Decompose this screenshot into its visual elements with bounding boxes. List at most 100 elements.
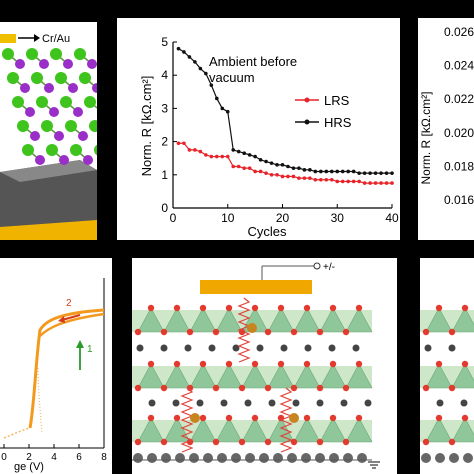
oxygen-atom <box>329 360 337 368</box>
oxygen-atom <box>290 384 298 392</box>
oxygen-atom <box>173 414 181 422</box>
lattice-schematic-panel-2 <box>420 258 474 474</box>
oxygen-atom <box>134 384 142 392</box>
data-point-hrs <box>286 164 290 169</box>
data-point-lrs <box>275 173 279 177</box>
data-point-hrs <box>225 109 230 114</box>
data-point-hrs <box>302 168 307 172</box>
data-point-lrs <box>373 181 378 185</box>
crystal-structure-illustration: Cr/Au <box>0 33 97 240</box>
data-point-lrs <box>253 169 257 174</box>
data-point-hrs <box>390 171 394 175</box>
octahedron <box>425 307 453 333</box>
oxygen-atom <box>461 304 469 312</box>
spring-link <box>237 297 251 363</box>
oxygen-atom <box>277 304 285 312</box>
data-point-hrs <box>198 66 203 71</box>
data-point-lrs <box>302 176 307 180</box>
iv-x-tick-label: 0 <box>1 452 7 463</box>
data-point-lrs <box>236 164 241 169</box>
water-molecule <box>232 344 240 352</box>
data-point-hrs <box>351 169 356 174</box>
water-molecule <box>148 399 156 407</box>
green-atom <box>7 72 19 84</box>
gold-top-electrode <box>0 34 16 43</box>
data-point-lrs <box>297 176 301 180</box>
oxygen-atom <box>422 438 430 446</box>
water-molecule <box>448 344 456 352</box>
data-point-lrs <box>193 148 197 152</box>
oxygen-atom <box>199 360 207 368</box>
purple-atom <box>73 107 83 117</box>
data-point-lrs <box>231 164 236 169</box>
data-point-hrs <box>275 163 279 167</box>
substrate-atom <box>133 453 143 463</box>
green-atom <box>79 72 91 84</box>
chart-annotation: Ambient before <box>209 54 297 69</box>
spring-link <box>180 387 194 453</box>
green-atom <box>22 144 34 156</box>
octahedron <box>425 417 453 443</box>
sweep-label-1: 1 <box>87 344 93 355</box>
oxygen-atom <box>329 304 337 312</box>
series-line-hrs <box>178 48 392 174</box>
substrate-atom <box>273 453 283 463</box>
water-molecule <box>292 399 300 407</box>
octahedron <box>293 417 321 443</box>
data-point-lrs <box>313 177 318 182</box>
green-atom <box>89 120 97 132</box>
oxygen-atom <box>303 360 311 368</box>
water-molecule <box>172 399 180 407</box>
secondary-y-tick-label: 0.024 <box>444 59 474 73</box>
purple-atom <box>54 131 64 141</box>
octahedron <box>451 307 474 333</box>
oxygen-atom <box>212 328 220 336</box>
octahedron <box>345 363 373 389</box>
x-tick-label: 20 <box>276 211 290 225</box>
oxygen-atom <box>251 360 259 368</box>
substrate-atom <box>259 453 269 463</box>
data-point-hrs <box>269 161 274 165</box>
data-point-lrs <box>225 154 230 159</box>
substrate-atom <box>435 453 445 463</box>
substrate-atom <box>245 453 255 463</box>
oxygen-atom <box>342 438 350 446</box>
iv-reset-curve <box>39 312 105 337</box>
mobile-ion <box>289 413 299 423</box>
oxygen-atom <box>329 414 337 422</box>
oxygen-atom <box>316 328 324 336</box>
purple-atom <box>20 83 30 93</box>
substrate-atom <box>231 453 241 463</box>
oxygen-atom <box>264 328 272 336</box>
secondary-y-tick-label: 0.020 <box>444 126 474 140</box>
data-point-hrs <box>373 171 378 175</box>
oxygen-atom <box>316 438 324 446</box>
substrate-atom <box>315 453 325 463</box>
purple-atom <box>63 59 73 69</box>
data-point-hrs <box>242 151 246 156</box>
water-molecule <box>328 344 336 352</box>
water-molecule <box>268 399 276 407</box>
octahedron <box>189 307 217 333</box>
substrate-atom <box>147 453 157 463</box>
oxygen-atom <box>238 384 246 392</box>
legend-swatch-marker <box>304 119 310 125</box>
substrate-atom <box>189 453 199 463</box>
water-molecule <box>160 344 168 352</box>
purple-atom <box>15 59 25 69</box>
data-point-lrs <box>335 179 340 184</box>
octahedron <box>345 307 373 333</box>
purple-atom <box>87 59 97 69</box>
water-molecule <box>208 344 216 352</box>
data-point-lrs <box>368 181 372 185</box>
purple-atom <box>83 155 93 165</box>
oxygen-atom <box>147 414 155 422</box>
x-tick-label: 40 <box>385 211 399 225</box>
electrode-label: Cr/Au <box>42 33 70 45</box>
oxygen-atom <box>448 384 456 392</box>
data-point-lrs <box>308 176 312 180</box>
octahedron <box>425 363 453 389</box>
data-point-hrs <box>182 50 186 54</box>
data-point-hrs <box>236 149 241 154</box>
mobile-ion <box>190 413 200 423</box>
